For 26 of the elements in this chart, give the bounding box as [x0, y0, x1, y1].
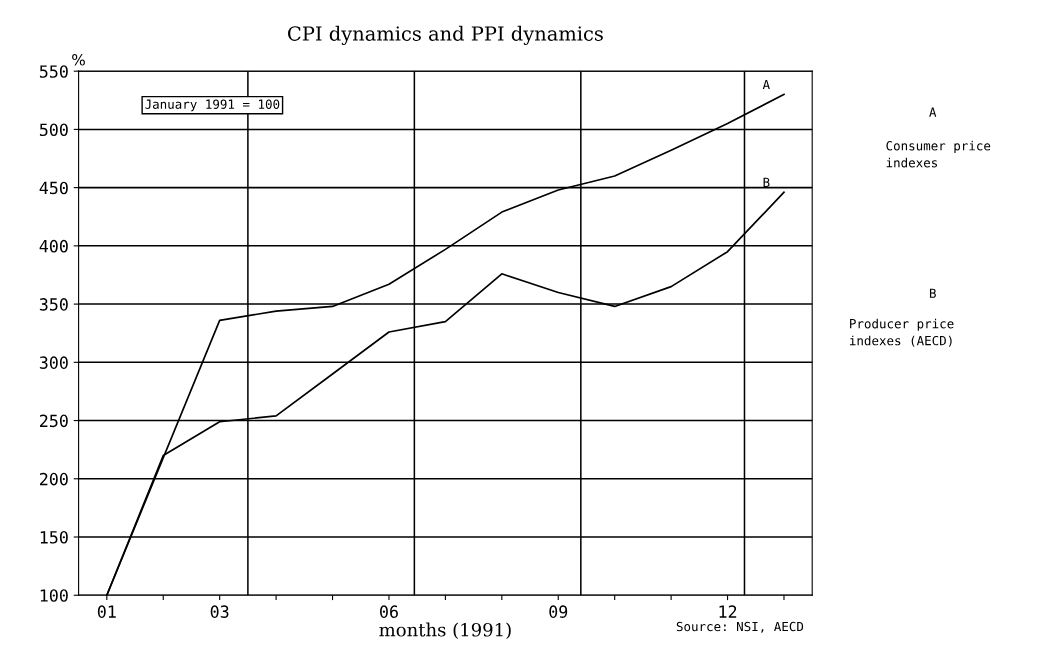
x-tick-label: 06 — [380, 605, 398, 618]
y-tick-label: 250 — [40, 414, 68, 428]
text: A — [929, 107, 937, 117]
y-tick-label: 150 — [40, 531, 68, 544]
y-tick-label: 200 — [40, 472, 68, 486]
x-tick-label: 03 — [210, 605, 229, 618]
x-tick-label: 12 — [719, 605, 737, 618]
y-tick-label: 300 — [39, 356, 68, 369]
y-tick-label: 500 — [39, 123, 68, 137]
annotation: January 1991 = 100 — [145, 99, 280, 112]
text: Consumer price indexes — [886, 140, 991, 168]
y-axis-title: % — [72, 54, 85, 66]
x-tick-label: 09 — [549, 605, 568, 618]
source-note: Source: NSI, AECD — [676, 621, 804, 633]
text: B — [929, 288, 936, 298]
y-tick-label: 450 — [39, 181, 68, 195]
y-tick-label: 400 — [39, 239, 68, 253]
text: Producer price indexes (AECD) — [849, 318, 954, 347]
y-tick-label: 350 — [39, 298, 68, 311]
y-tick-label: 550 — [39, 65, 68, 78]
x-tick-label: 01 — [97, 605, 116, 618]
chart-title: CPI dynamics and PPI dynamics — [288, 25, 603, 45]
y-tick-label: 100 — [40, 589, 68, 602]
series-label: A — [762, 79, 770, 90]
series-label: B — [763, 177, 770, 187]
x-axis-title: months (1991) — [379, 622, 511, 640]
